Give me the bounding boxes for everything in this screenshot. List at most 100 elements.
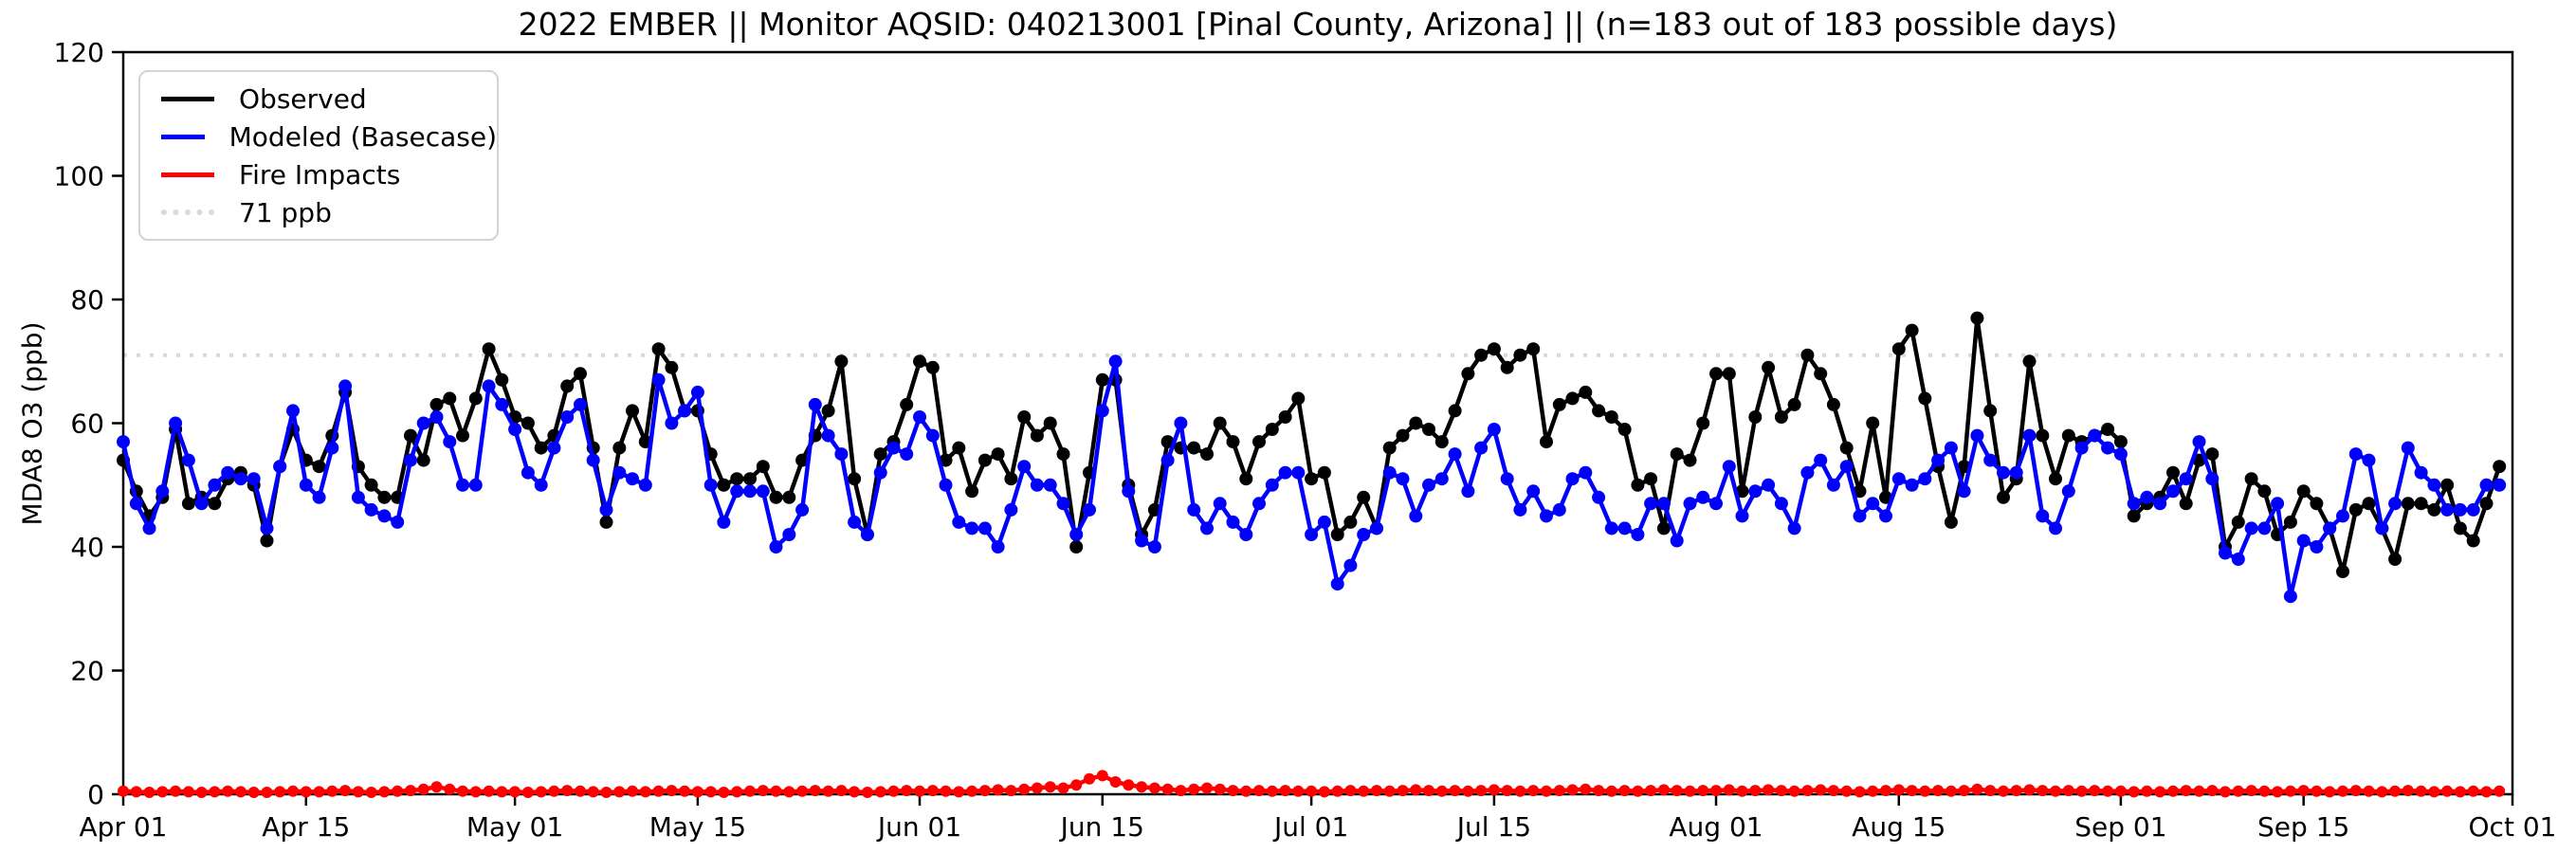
data-point <box>260 521 274 535</box>
data-point <box>627 785 638 797</box>
data-point <box>234 786 247 798</box>
data-point <box>2348 447 2363 462</box>
data-point <box>1422 423 1435 436</box>
data-point <box>222 785 234 797</box>
data-point <box>2336 565 2349 579</box>
data-point <box>1540 509 1553 523</box>
data-point <box>809 785 821 797</box>
data-point <box>1787 397 1801 411</box>
data-point <box>1396 472 1410 486</box>
data-point <box>338 379 353 393</box>
data-point <box>300 786 312 798</box>
data-point <box>1513 502 1527 517</box>
data-point <box>2493 478 2507 492</box>
data-point <box>299 478 313 492</box>
data-point <box>1710 785 1722 797</box>
data-point <box>2427 502 2441 517</box>
data-point <box>704 786 717 798</box>
legend-label-threshold: 71 ppb <box>239 196 332 228</box>
data-point <box>952 515 966 529</box>
data-point <box>2363 785 2375 797</box>
legend-label-fire-impacts: Fire Impacts <box>239 158 401 191</box>
y-tick-label: 120 <box>54 37 104 68</box>
data-point <box>170 785 182 797</box>
data-point <box>404 428 417 443</box>
x-tick-label: Aug 01 <box>1669 811 1763 843</box>
data-point <box>1423 785 1434 797</box>
legend-label-modeled: Modeled (Basecase) <box>228 120 497 153</box>
data-point <box>2258 785 2271 797</box>
y-axis-label: MDA8 O3 (ppb) <box>16 321 48 526</box>
data-point <box>1160 453 1175 467</box>
data-point <box>169 416 183 430</box>
data-point <box>2022 354 2037 369</box>
data-point <box>118 785 129 797</box>
x-tick-label: Sep 15 <box>2257 811 2349 843</box>
data-point <box>1513 348 1527 362</box>
data-point <box>547 441 561 455</box>
data-point <box>2166 484 2180 499</box>
data-point <box>730 472 744 486</box>
data-point <box>1056 497 1070 511</box>
data-point <box>2349 785 2362 797</box>
data-point <box>2205 447 2220 462</box>
data-point <box>2140 490 2154 504</box>
data-point <box>325 441 339 455</box>
data-point <box>1370 521 1383 535</box>
data-point <box>1317 465 1331 480</box>
data-point <box>1774 497 1788 511</box>
data-point <box>626 404 639 418</box>
data-point <box>1866 416 1880 430</box>
legend: Observed Modeled (Basecase) Fire Impacts… <box>138 70 499 241</box>
data-point <box>665 360 679 374</box>
data-point <box>1344 785 1357 797</box>
data-point <box>1004 472 1018 486</box>
data-point <box>1891 472 1906 486</box>
data-point <box>1944 515 1958 529</box>
data-point <box>965 521 979 535</box>
data-point <box>1487 423 1501 436</box>
data-point <box>535 786 547 798</box>
data-point <box>913 410 926 424</box>
data-point <box>1253 785 1265 797</box>
data-point <box>1983 404 1998 418</box>
data-point <box>796 785 809 797</box>
data-point <box>2061 484 2075 499</box>
data-point <box>1382 441 1397 455</box>
data-point <box>1839 441 1854 455</box>
observed-line-swatch <box>161 96 214 101</box>
y-tick-label: 80 <box>70 284 104 316</box>
data-point <box>1461 367 1475 381</box>
data-point <box>913 354 926 369</box>
data-point <box>925 360 940 374</box>
data-point <box>2113 447 2128 462</box>
data-point <box>195 787 208 798</box>
data-point <box>1958 785 1970 797</box>
data-point <box>1031 782 1043 794</box>
data-point <box>926 785 939 797</box>
data-point <box>1056 447 1070 462</box>
data-point <box>1030 428 1044 443</box>
data-point <box>129 497 143 511</box>
data-point <box>1069 540 1084 554</box>
data-point <box>287 785 299 797</box>
y-tick-label: 100 <box>54 161 104 192</box>
data-point <box>1748 410 1763 424</box>
data-point <box>1330 577 1344 591</box>
data-point <box>1709 497 1723 511</box>
legend-item-fire-impacts: Fire Impacts <box>140 155 497 193</box>
data-point <box>2466 534 2480 548</box>
data-point <box>1187 441 1201 455</box>
data-point <box>1434 435 1449 449</box>
data-point <box>991 540 1005 554</box>
data-point <box>469 786 482 798</box>
data-point <box>1762 360 1776 374</box>
data-point <box>1239 528 1253 541</box>
data-point <box>2050 785 2061 797</box>
data-point <box>770 785 782 797</box>
data-point <box>1448 404 1462 418</box>
data-point <box>1826 397 1840 411</box>
data-point <box>835 785 848 797</box>
data-point <box>2428 786 2440 798</box>
data-point <box>1918 391 1932 406</box>
